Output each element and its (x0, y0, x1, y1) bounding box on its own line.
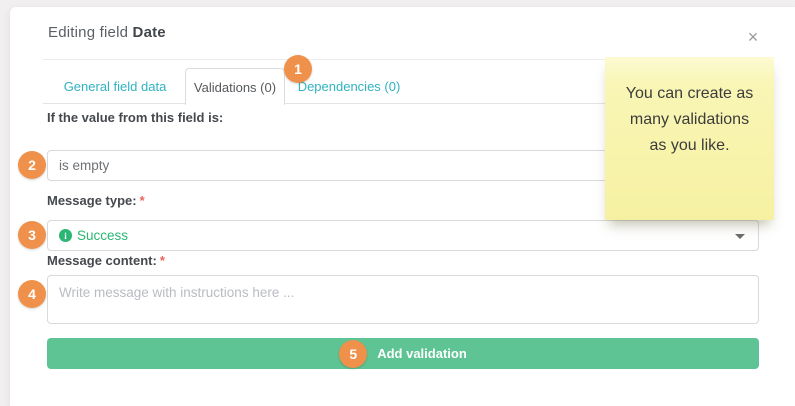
step-badge-5: 5 (339, 339, 368, 368)
sticky-note: You can create as many validations as yo… (605, 57, 774, 220)
modal-title: Editing field Date (48, 24, 166, 41)
message-type-select[interactable]: i Success (47, 220, 759, 251)
tab-label: Dependencies (0) (297, 78, 401, 94)
condition-field-label: If the value from this field is: (47, 110, 224, 125)
modal-title-field-name: Date (132, 24, 166, 41)
step-badge-4: 4 (18, 280, 46, 308)
message-content-label: Message content: * (47, 253, 165, 268)
required-asterisk: * (139, 193, 145, 208)
info-icon: i (59, 229, 72, 242)
tab-label: General field data (63, 78, 167, 94)
tabs-underline (43, 103, 773, 104)
step-badge-3: 3 (18, 221, 46, 249)
tab-general-field-data[interactable]: General field data (48, 68, 182, 104)
close-icon[interactable]: × (747, 27, 759, 47)
message-type-value: Success (77, 228, 129, 243)
sticky-note-text: You can create as many validations as yo… (625, 85, 754, 154)
tab-validations[interactable]: Validations (0) (185, 68, 285, 105)
edit-field-modal: Editing field Date × General field data … (10, 7, 795, 406)
chevron-down-icon (735, 234, 745, 239)
message-content-input[interactable] (47, 275, 759, 324)
header-divider (43, 59, 773, 60)
message-type-label-text: Message type: (47, 193, 137, 208)
modal-title-prefix: Editing field (48, 24, 129, 41)
add-validation-button-label: Add validation (377, 346, 467, 361)
required-asterisk: * (159, 253, 165, 268)
message-type-label: Message type: * (47, 193, 145, 208)
add-validation-button[interactable]: 5 Add validation (47, 338, 759, 369)
condition-select-value: is empty (59, 158, 110, 173)
message-content-label-text: Message content: (47, 253, 157, 268)
tab-label: Validations (0) (193, 79, 277, 95)
tab-dependencies[interactable]: Dependencies (0) (297, 68, 401, 104)
step-badge-1: 1 (284, 55, 312, 83)
step-badge-2: 2 (18, 151, 46, 179)
